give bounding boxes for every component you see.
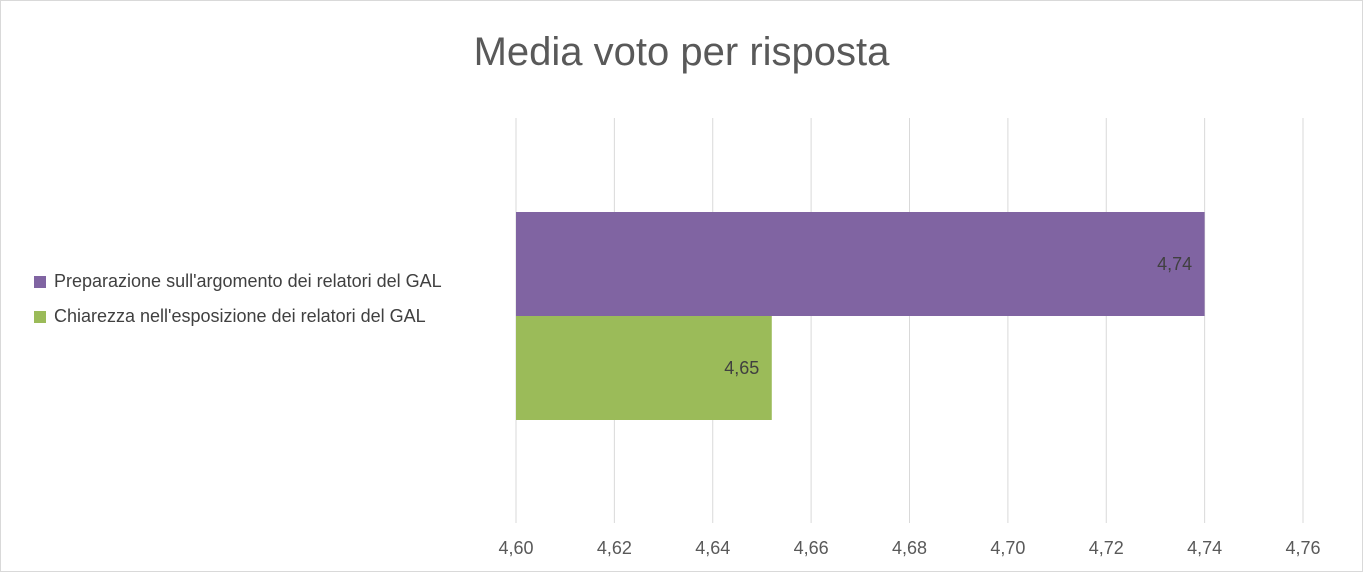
legend-label-preparazione: Preparazione sull'argomento dei relatori…: [54, 271, 442, 291]
x-tick-label: 4,72: [1089, 538, 1124, 558]
legend: Preparazione sull'argomento dei relatori…: [34, 270, 474, 340]
chart-title: Media voto per risposta: [473, 30, 890, 74]
bar: [516, 316, 772, 420]
x-tick-label: 4,60: [498, 538, 533, 558]
x-tick-label: 4,64: [695, 538, 730, 558]
data-label: 4,74: [1157, 254, 1192, 274]
x-tick-label: 4,62: [597, 538, 632, 558]
x-tick-label: 4,68: [892, 538, 927, 558]
x-tick-label: 4,76: [1285, 538, 1320, 558]
legend-swatch-chiarezza: [34, 311, 46, 323]
x-tick-label: 4,74: [1187, 538, 1222, 558]
legend-swatch-preparazione: [34, 276, 46, 288]
legend-item-preparazione: Preparazione sull'argomento dei relatori…: [34, 270, 474, 293]
x-tick-label: 4,70: [990, 538, 1025, 558]
x-tick-label: 4,66: [794, 538, 829, 558]
legend-item-chiarezza: Chiarezza nell'esposizione dei relatori …: [34, 305, 474, 328]
legend-label-chiarezza: Chiarezza nell'esposizione dei relatori …: [54, 306, 426, 326]
bar: [516, 212, 1205, 316]
data-label: 4,65: [724, 358, 759, 378]
